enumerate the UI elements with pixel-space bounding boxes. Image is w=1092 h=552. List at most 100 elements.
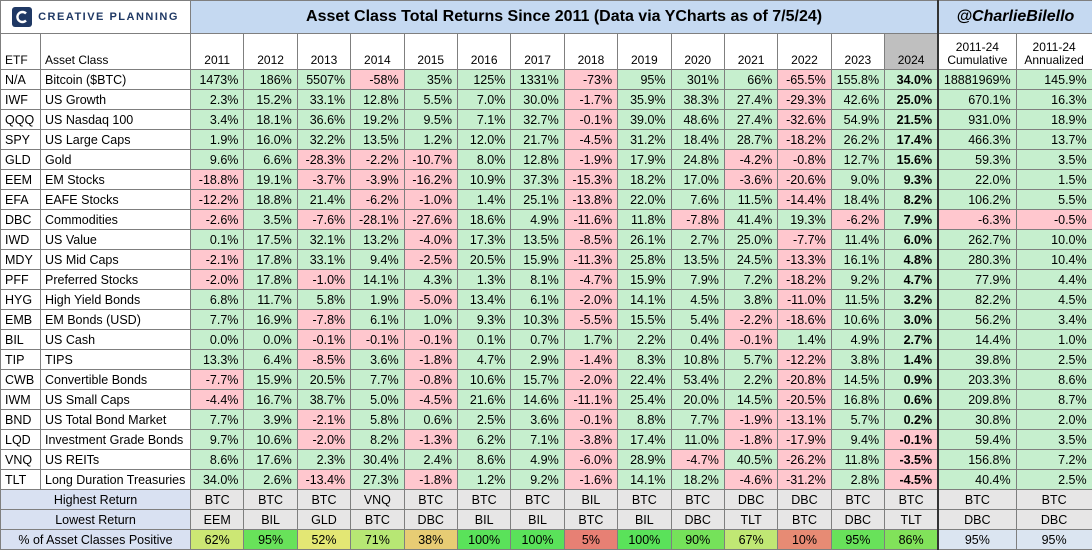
return-cell: 8.6%	[1015, 369, 1092, 390]
summary-cell: 86%	[884, 529, 939, 550]
return-cell: 40.5%	[723, 449, 779, 470]
return-cell: -0.8%	[403, 369, 458, 390]
return-cell: 209.8%	[937, 389, 1017, 410]
return-cell: -7.6%	[296, 209, 352, 230]
return-cell: 21.7%	[510, 129, 565, 150]
column-header: 2013	[296, 33, 352, 70]
return-cell: 1.9%	[189, 129, 245, 150]
column-header: 2022	[777, 33, 832, 70]
return-cell: 5.8%	[296, 289, 352, 310]
return-cell: -2.0%	[563, 369, 619, 390]
return-cell: 7.7%	[189, 309, 245, 330]
return-cell: 0.1%	[456, 329, 512, 350]
return-cell: 17.8%	[243, 249, 298, 270]
return-cell: 30.8%	[937, 409, 1017, 430]
asset-class: US Growth	[40, 89, 191, 110]
summary-cell: BIL	[456, 509, 512, 530]
return-cell: 15.6%	[884, 149, 939, 170]
title: Asset Class Total Returns Since 2011 (Da…	[190, 0, 939, 34]
return-cell: 1.5%	[1015, 169, 1092, 190]
column-header: 2017	[510, 33, 565, 70]
return-cell: 8.0%	[456, 149, 512, 170]
return-cell: 8.2%	[350, 429, 405, 450]
return-cell: -7.8%	[670, 209, 725, 230]
return-cell: 1473%	[189, 69, 245, 90]
summary-cell: DBC	[937, 509, 1017, 530]
return-cell: 10.8%	[670, 349, 725, 370]
return-cell: -20.8%	[777, 369, 832, 390]
data-row: SPY US Large Caps 1.9% 16.0% 32.2% 13.5% 1.2% 1…	[0, 129, 1092, 150]
return-cell: -2.0%	[189, 269, 245, 290]
return-cell: 4.9%	[830, 329, 886, 350]
column-header: 2021	[723, 33, 779, 70]
data-row: N/A Bitcoin ($BTC) 1473% 186% 5507% -58% 35% 12…	[0, 69, 1092, 90]
data-row: TIP TIPS 13.3% 6.4% -8.5% 3.6% -1.8% 4.7% 2.9% -1…	[0, 349, 1092, 370]
return-cell: 3.5%	[1015, 149, 1092, 170]
summary-label: Highest Return	[0, 489, 191, 510]
return-cell: 1.0%	[1015, 329, 1092, 350]
return-cell: 24.5%	[723, 249, 779, 270]
return-cell: 7.6%	[670, 189, 725, 210]
return-cell: -31.2%	[777, 469, 832, 490]
return-cell: 20.5%	[456, 249, 512, 270]
summary-row: Highest Return BTC BTC BTC VNQ BTC BTC BTC BIL BT…	[0, 489, 1092, 510]
return-cell: 3.4%	[189, 109, 245, 130]
return-cell: -4.5%	[403, 389, 458, 410]
return-cell: 48.6%	[670, 109, 725, 130]
return-cell: 6.2%	[456, 429, 512, 450]
return-cell: -58%	[350, 69, 405, 90]
return-cell: -7.8%	[296, 309, 352, 330]
return-cell: -4.7%	[670, 449, 725, 470]
return-cell: 0.7%	[510, 329, 565, 350]
data-row: GLD Gold 9.6% 6.6% -28.3% -2.2% -10.7% 8.0% 12.8…	[0, 149, 1092, 170]
data-row: BND US Total Bond Market 7.7% 3.9% -2.1% 5.8%…	[0, 409, 1092, 430]
return-cell: 9.2%	[830, 269, 886, 290]
return-cell: 6.1%	[510, 289, 565, 310]
return-cell: 1.2%	[403, 129, 458, 150]
data-row: PFF Preferred Stocks -2.0% 17.8% -1.0% 14.1% 4…	[0, 269, 1092, 290]
return-cell: 12.7%	[830, 149, 886, 170]
return-cell: 14.6%	[510, 389, 565, 410]
return-cell: 12.0%	[456, 129, 512, 150]
return-cell: 2.5%	[1015, 349, 1092, 370]
asset-class: TIPS	[40, 349, 191, 370]
etf: QQQ	[0, 109, 41, 130]
return-cell: 9.0%	[830, 169, 886, 190]
asset-class: Commodities	[40, 209, 191, 230]
summary-cell: BIL	[510, 509, 565, 530]
return-cell: 2.5%	[1015, 469, 1092, 490]
return-cell: 13.5%	[350, 129, 405, 150]
return-cell: -13.8%	[563, 189, 619, 210]
return-cell: -11.1%	[563, 389, 619, 410]
return-cell: 2.4%	[403, 449, 458, 470]
return-cell: -4.5%	[884, 469, 939, 490]
return-cell: 11.0%	[670, 429, 725, 450]
asset-class: US Cash	[40, 329, 191, 350]
return-cell: -6.0%	[563, 449, 619, 470]
return-cell: -2.6%	[189, 209, 245, 230]
return-cell: 145.9%	[1015, 69, 1092, 90]
return-cell: 18.4%	[670, 129, 725, 150]
summary-cell: BTC	[777, 509, 832, 530]
return-cell: 4.3%	[403, 269, 458, 290]
data-row: TLT Long Duration Treasuries 34.0% 2.6% -13.…	[0, 469, 1092, 490]
return-cell: 9.3%	[884, 169, 939, 190]
data-row: IWD US Value 0.1% 17.5% 32.1% 13.2% -4.0% 17.3%…	[0, 229, 1092, 250]
etf: MDY	[0, 249, 41, 270]
return-cell: -2.0%	[296, 429, 352, 450]
return-cell: 2.7%	[670, 229, 725, 250]
return-cell: 2.7%	[884, 329, 939, 350]
return-cell: 8.7%	[1015, 389, 1092, 410]
return-cell: -3.8%	[563, 429, 619, 450]
return-cell: 53.4%	[670, 369, 725, 390]
return-cell: 4.8%	[884, 249, 939, 270]
return-cell: -16.2%	[403, 169, 458, 190]
return-cell: 3.5%	[243, 209, 298, 230]
etf: EEM	[0, 169, 41, 190]
return-cell: 3.6%	[510, 409, 565, 430]
return-cell: -1.0%	[403, 189, 458, 210]
return-cell: 77.9%	[937, 269, 1017, 290]
return-cell: -18.6%	[777, 309, 832, 330]
return-cell: 8.8%	[617, 409, 672, 430]
return-cell: 1.9%	[350, 289, 405, 310]
